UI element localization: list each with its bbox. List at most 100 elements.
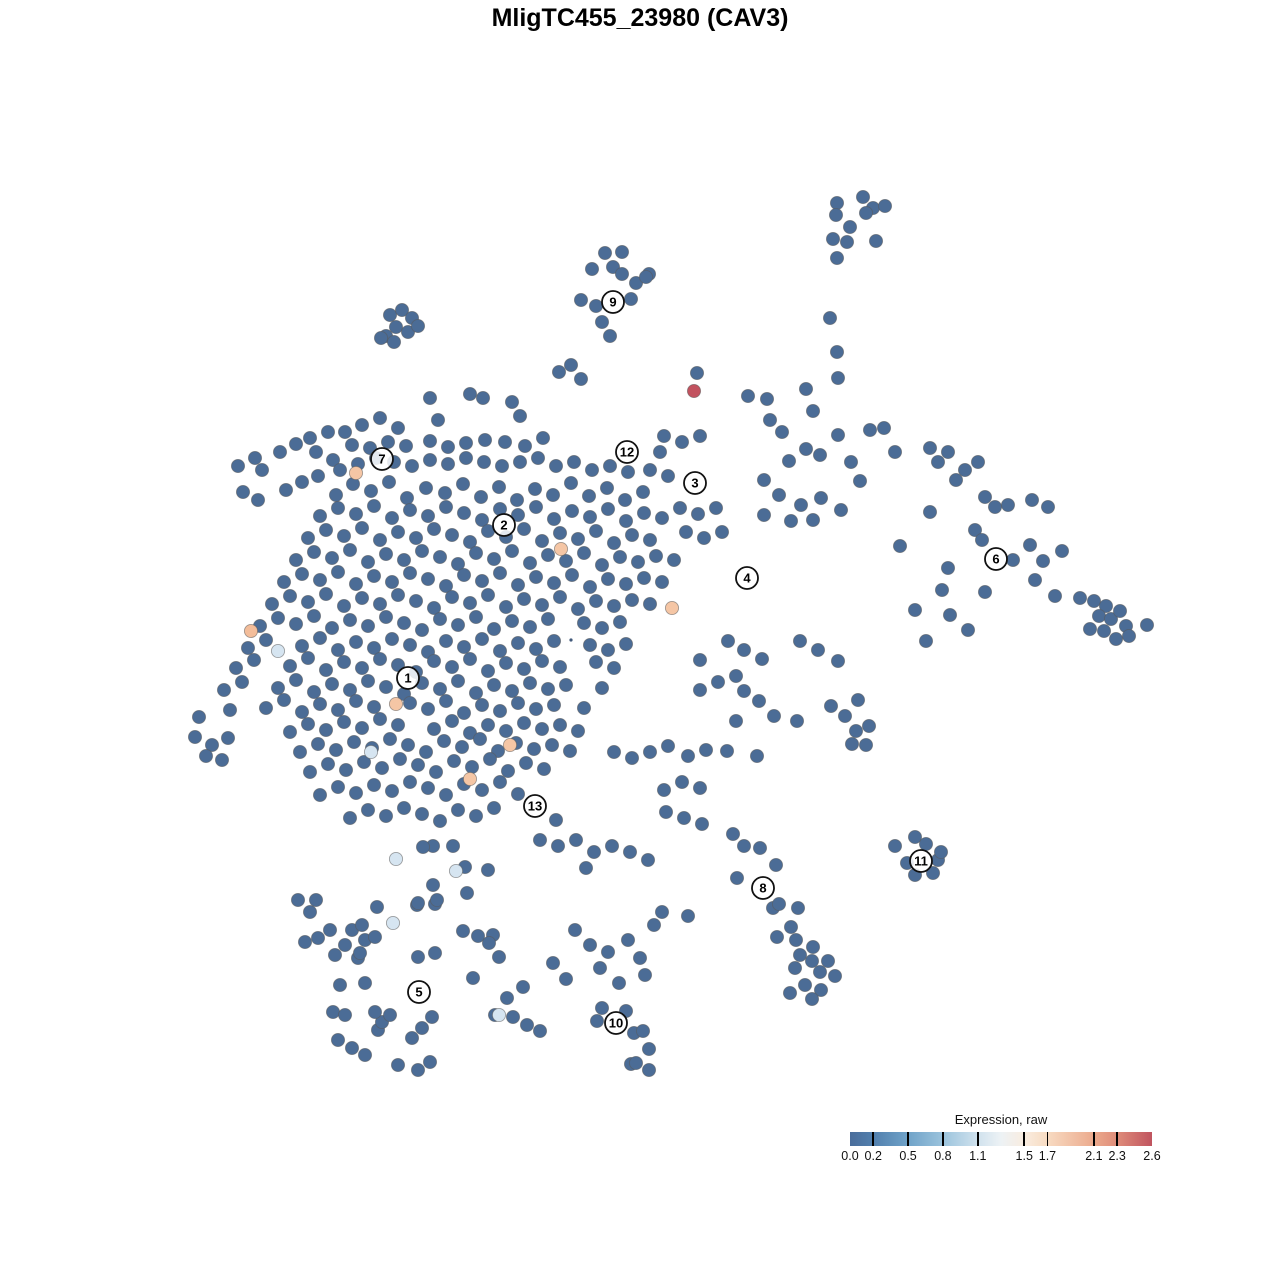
data-point [426, 721, 442, 737]
data-point [648, 548, 664, 564]
data-point [498, 655, 514, 671]
data-point [308, 444, 324, 460]
data-point [198, 748, 214, 764]
data-point [637, 967, 653, 983]
data-point [486, 551, 502, 567]
data-point [384, 783, 400, 799]
data-point [789, 713, 805, 729]
legend-colorbar [850, 1132, 1152, 1146]
data-point [674, 434, 690, 450]
data-point [420, 571, 436, 587]
data-point [378, 808, 394, 824]
data-point [642, 744, 658, 760]
data-point [294, 704, 310, 720]
data-point [805, 939, 821, 955]
data-point [967, 522, 983, 538]
data-point [320, 756, 336, 772]
data-point [594, 1000, 610, 1016]
data-point [384, 631, 400, 647]
data-point [1082, 621, 1098, 637]
legend-tick-label: 2.3 [1108, 1149, 1126, 1163]
data-point [426, 653, 442, 669]
data-point [830, 370, 846, 386]
data-point [868, 233, 884, 249]
data-point [568, 832, 584, 848]
data-point [1000, 497, 1016, 513]
data-point [827, 968, 843, 984]
data-point [630, 554, 646, 570]
data-point [348, 785, 364, 801]
data-point [437, 485, 453, 501]
data-point [330, 564, 346, 580]
cluster-label-circle [523, 794, 547, 818]
data-point [438, 633, 454, 649]
data-point [360, 554, 376, 570]
data-point [534, 533, 550, 549]
data-point [790, 900, 806, 916]
data-point [254, 462, 270, 478]
data-point [736, 683, 752, 699]
data-point [342, 542, 358, 558]
data-point [654, 510, 670, 526]
data-point [414, 1020, 430, 1036]
data-point [222, 702, 238, 718]
legend-tick-label: 0.2 [864, 1149, 882, 1163]
data-point [762, 412, 778, 428]
data-point [302, 904, 318, 920]
legend-tick-label: 2.6 [1143, 1149, 1161, 1163]
data-point [766, 708, 782, 724]
data-point [751, 693, 767, 709]
data-point [1091, 608, 1107, 624]
data-point [602, 328, 618, 344]
data-point [617, 492, 633, 508]
data-point [600, 571, 616, 587]
data-point [456, 567, 472, 583]
data-point [504, 683, 520, 699]
data-point [907, 829, 923, 845]
data-point [676, 810, 692, 826]
data-point [922, 440, 938, 456]
data-point [432, 813, 448, 829]
data-point [656, 428, 672, 444]
data-point [798, 441, 814, 457]
data-point [852, 473, 868, 489]
data-point [432, 611, 448, 627]
data-point [390, 587, 406, 603]
data-point [338, 762, 354, 778]
data-point [302, 764, 318, 780]
highlighted-data-point [388, 851, 404, 867]
data-point [476, 454, 492, 470]
data-point [382, 307, 398, 323]
cluster-label: 3 [683, 471, 707, 495]
data-point [1098, 598, 1114, 614]
data-point [696, 530, 712, 546]
data-point [352, 945, 368, 961]
data-point [272, 444, 288, 460]
data-point [450, 556, 466, 572]
data-point [432, 549, 448, 565]
data-point [576, 545, 592, 561]
data-point [422, 1054, 438, 1070]
data-point [354, 520, 370, 536]
data-point [390, 717, 406, 733]
data-point [792, 633, 808, 649]
data-point [692, 652, 708, 668]
data-point [563, 357, 579, 373]
data-point [366, 568, 382, 584]
data-point [381, 474, 397, 490]
data-point [344, 437, 360, 453]
cluster-label: 1 [396, 666, 420, 690]
cluster-label: 11 [909, 849, 933, 873]
data-point [887, 838, 903, 854]
data-point [318, 522, 334, 538]
data-point [564, 567, 580, 583]
data-point [294, 474, 310, 490]
data-point [654, 574, 670, 590]
legend-tick-mark [1116, 1132, 1118, 1146]
data-point [736, 838, 752, 854]
data-point [367, 1004, 383, 1020]
data-point [462, 386, 478, 402]
data-point [652, 444, 668, 460]
data-point [402, 502, 418, 518]
data-point [907, 602, 923, 618]
